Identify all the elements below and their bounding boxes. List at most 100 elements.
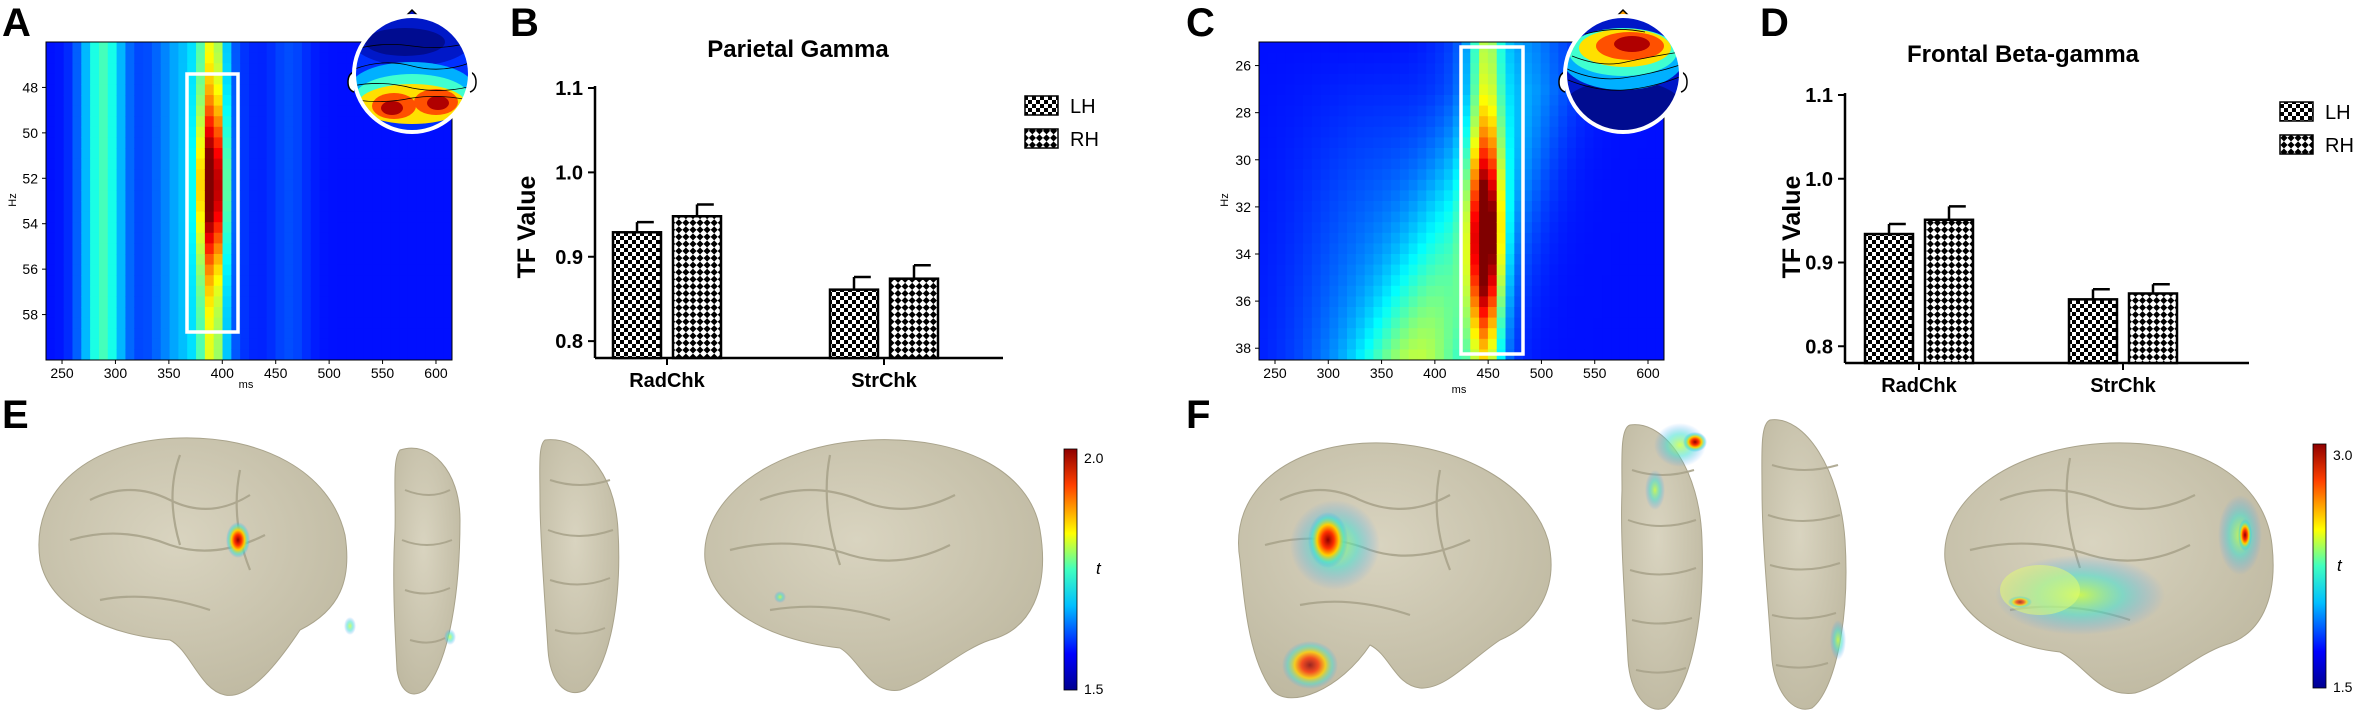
heatmap-a-cell — [328, 126, 338, 138]
heatmap-c-cell — [1347, 179, 1357, 191]
heatmap-c-cell — [1655, 275, 1664, 287]
x-tick-label: StrChk — [2090, 375, 2156, 397]
heatmap-c-cell — [1347, 42, 1357, 54]
heatmap-a-cell — [266, 158, 277, 170]
heatmap-a-cell — [434, 158, 444, 170]
heatmap-c-cell — [1505, 116, 1515, 128]
heatmap-c-cell — [1294, 264, 1304, 276]
heatmap-a-cell — [328, 95, 338, 107]
heatmap-c-cell — [1338, 243, 1348, 255]
heatmap-c-cell — [1558, 158, 1568, 170]
heatmap-c-cell — [1426, 338, 1436, 350]
heatmap-a-cell — [160, 211, 171, 223]
heatmap-c-cell — [1364, 190, 1375, 202]
heatmap-c-cell — [1435, 158, 1445, 170]
heatmap-a-cell — [54, 211, 65, 223]
heatmap-a-cell — [178, 296, 188, 308]
heatmap-a-cell — [293, 52, 303, 64]
heatmap-c-cell — [1619, 179, 1630, 191]
heatmap-c-cell — [1637, 169, 1647, 181]
heatmap-c-cell — [1355, 52, 1366, 64]
heatmap-c-cell — [1470, 137, 1480, 149]
heatmap-a-cell — [363, 254, 374, 266]
heatmap-c-cell — [1523, 264, 1533, 276]
heatmap-c-cell — [1575, 190, 1586, 202]
heatmap-a-cell — [249, 307, 259, 319]
heatmap-c-cell — [1435, 148, 1445, 160]
heatmap-c-cell — [1259, 307, 1269, 319]
heatmap-c-cell — [1514, 84, 1524, 96]
heatmap-a-cell — [151, 328, 162, 340]
heatmap-c-cell — [1364, 275, 1375, 287]
heatmap-a-cell — [399, 232, 409, 244]
heatmap-a-cell — [178, 179, 188, 191]
heatmap-a-cell — [346, 137, 356, 149]
heatmap-c-cell — [1443, 201, 1454, 213]
heatmap-a-cell — [169, 179, 179, 191]
heatmap-c-cell — [1408, 179, 1419, 191]
heatmap-c-cell — [1479, 275, 1489, 287]
heatmap-a-cell — [54, 137, 65, 149]
heatmap-c-cell — [1338, 275, 1348, 287]
heatmap-a-cell — [81, 211, 91, 223]
heatmap-a-cell — [72, 243, 82, 255]
heatmap-c-cell — [1470, 190, 1480, 202]
heatmap-a-cell — [213, 201, 224, 213]
heatmap-a-cell — [425, 169, 435, 181]
heatmap-a-cell — [107, 296, 118, 308]
heatmap-a-cell — [134, 338, 144, 350]
heatmap-c-cell — [1285, 95, 1295, 107]
heatmap-a-cell — [240, 95, 250, 107]
heatmap-a-cell — [337, 275, 347, 287]
heatmap-c-cell — [1329, 95, 1339, 107]
heatmap-c-cell — [1382, 275, 1392, 287]
heatmap-a-cell — [443, 190, 452, 202]
heatmap-a-cell — [63, 328, 74, 340]
heatmap-c-cell — [1285, 275, 1295, 287]
heatmap-c-cell — [1417, 73, 1427, 85]
heatmap-c-cell — [1294, 201, 1304, 213]
heatmap-a-cell — [107, 317, 118, 329]
heatmap-c-cell — [1399, 296, 1410, 308]
heatmap-c-cell — [1487, 190, 1498, 202]
heatmap-a-cell — [72, 95, 82, 107]
heatmap-a-cell — [407, 137, 418, 149]
heatmap-a-cell — [425, 338, 435, 350]
heatmap-a-cell — [319, 232, 330, 244]
heatmap-c-cell — [1285, 201, 1295, 213]
heatmap-c-cell — [1294, 307, 1304, 319]
heatmap-a-cell — [46, 169, 56, 181]
heatmap-c-cell — [1294, 126, 1304, 138]
heatmap-c-cell — [1567, 328, 1577, 340]
heatmap-a-cell — [443, 243, 452, 255]
heatmap-a-cell — [196, 137, 206, 149]
y-tick-label-c: 36 — [1235, 293, 1251, 309]
heatmap-a-cell — [275, 307, 285, 319]
heatmap-a-cell — [407, 201, 418, 213]
heatmap-a-cell — [399, 158, 409, 170]
heatmap-a-cell — [434, 190, 444, 202]
heatmap-a-cell — [390, 158, 400, 170]
heatmap-c-cell — [1285, 116, 1295, 128]
heatmap-a-cell — [81, 201, 91, 213]
heatmap-a-cell — [284, 264, 294, 276]
heatmap-c-cell — [1637, 254, 1647, 266]
heatmap-c-cell — [1461, 116, 1471, 128]
heatmap-a-cell — [416, 338, 427, 350]
heatmap-a-cell — [354, 349, 365, 360]
heatmap-a-cell — [90, 73, 100, 85]
heatmap-c-cell — [1294, 317, 1304, 329]
heatmap-a-cell — [187, 63, 197, 75]
heatmap-a-cell — [319, 148, 330, 160]
heatmap-a-cell — [363, 137, 374, 149]
heatmap-a-cell — [425, 317, 435, 329]
heatmap-c-cell — [1435, 222, 1445, 234]
heatmap-a-cell — [354, 137, 365, 149]
heatmap-a-cell — [337, 338, 347, 350]
heatmap-a-cell — [381, 243, 391, 255]
heatmap-c-cell — [1655, 338, 1664, 350]
heatmap-a-cell — [90, 105, 100, 117]
heatmap-c-cell — [1523, 243, 1533, 255]
heatmap-a-cell — [134, 52, 144, 64]
